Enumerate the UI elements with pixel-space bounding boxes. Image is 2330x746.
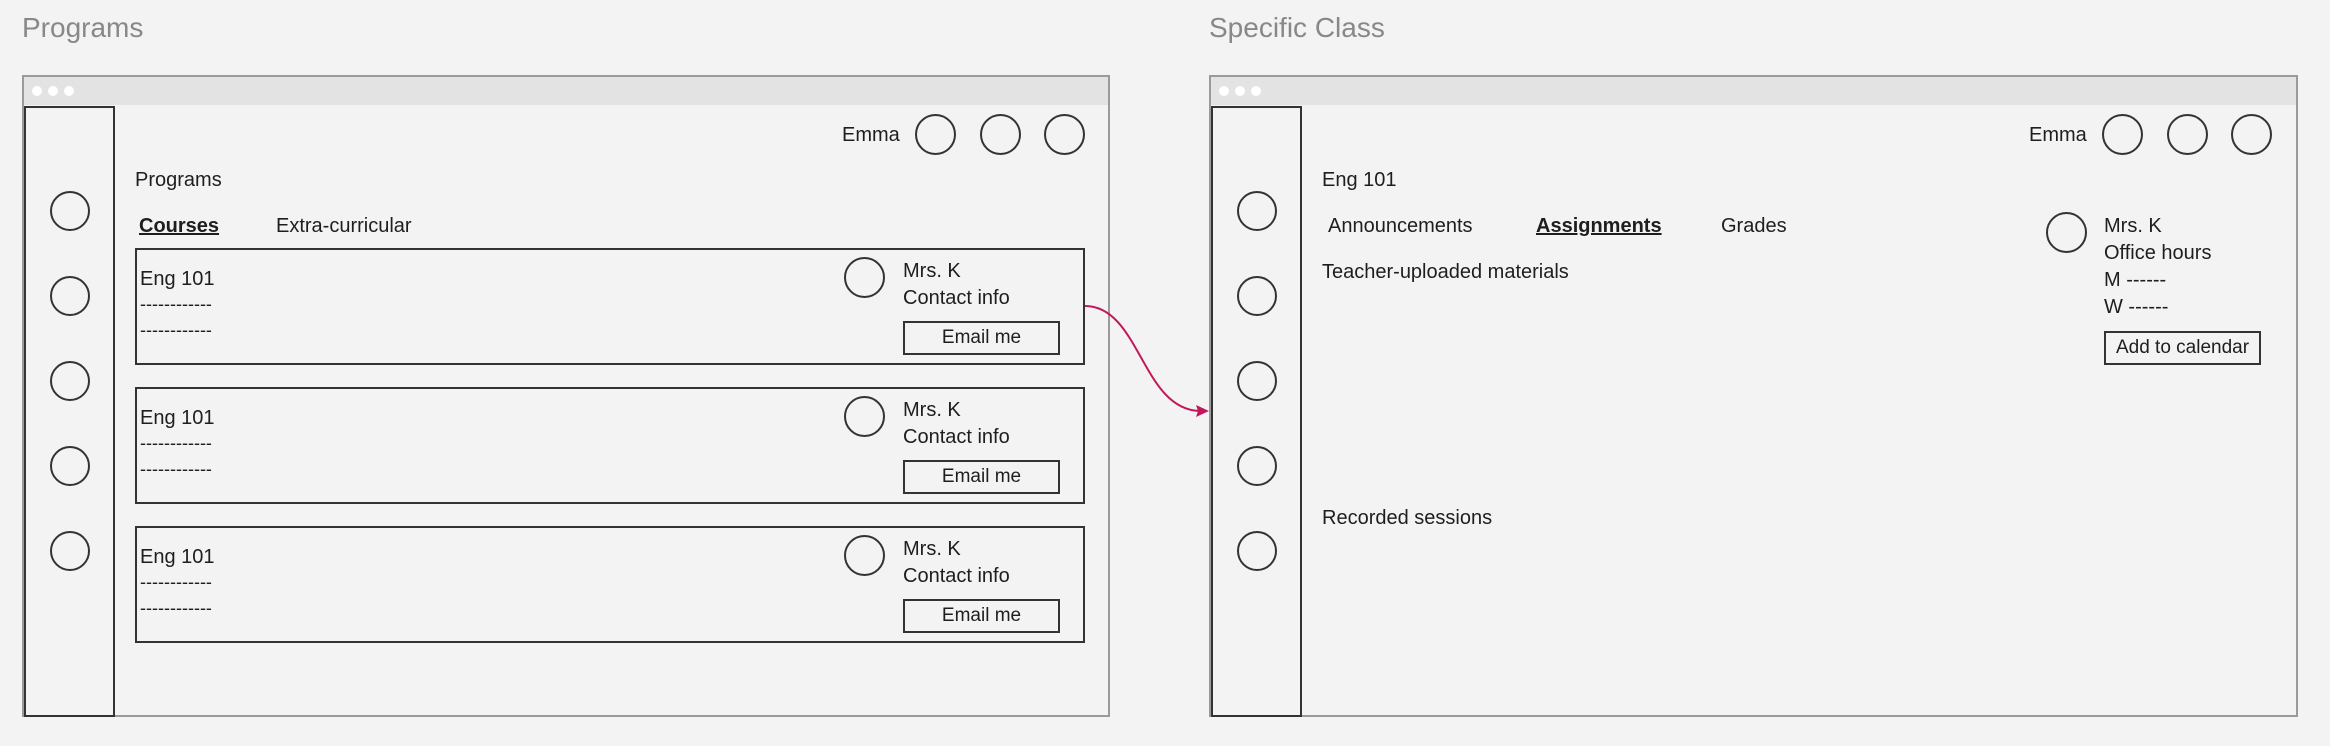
page-title: Eng 101 bbox=[1322, 169, 1397, 191]
window-dot-icon bbox=[1251, 86, 1261, 96]
contact-info: Contact info bbox=[903, 565, 1010, 587]
sidebar-nav-icon[interactable] bbox=[50, 531, 90, 571]
office-hours-label: Office hours bbox=[2104, 242, 2212, 264]
window-dot-icon bbox=[1235, 86, 1245, 96]
header-circle-icon[interactable] bbox=[2102, 114, 2143, 155]
email-me-button[interactable]: Email me bbox=[903, 460, 1060, 494]
sidebar bbox=[24, 106, 115, 717]
course-detail-line: ------------ bbox=[140, 459, 212, 479]
page-title: Programs bbox=[135, 169, 222, 191]
office-hours-monday: M ------ bbox=[2104, 269, 2167, 291]
section-title-specific-class: Specific Class bbox=[1209, 12, 1385, 43]
email-me-button[interactable]: Email me bbox=[903, 599, 1060, 633]
header-circle-icon[interactable] bbox=[2167, 114, 2208, 155]
course-card[interactable]: Eng 101 ------------ ------------ Mrs. K… bbox=[135, 387, 1085, 504]
teacher-name: Mrs. K bbox=[2104, 215, 2162, 237]
tab-announcements[interactable]: Announcements bbox=[1328, 215, 1473, 237]
sidebar-nav-icon[interactable] bbox=[1237, 446, 1277, 486]
teacher-name: Mrs. K bbox=[903, 538, 961, 560]
user-name: Emma bbox=[842, 124, 900, 146]
header-circle-icon[interactable] bbox=[980, 114, 1021, 155]
teacher-name: Mrs. K bbox=[903, 399, 961, 421]
course-detail-line: ------------ bbox=[140, 294, 212, 314]
tab-courses[interactable]: Courses bbox=[139, 215, 220, 237]
teacher-avatar-icon bbox=[844, 535, 885, 576]
sidebar-nav-icon[interactable] bbox=[50, 361, 90, 401]
tab-extra-curricular[interactable]: Extra-curricular bbox=[276, 215, 412, 237]
teacher-avatar-icon bbox=[844, 396, 885, 437]
connector-line bbox=[1084, 305, 1201, 412]
office-hours-wednesday: W ------ bbox=[2104, 296, 2169, 318]
window-dot-icon bbox=[1219, 86, 1229, 96]
course-name: Eng 101 bbox=[140, 407, 215, 429]
contact-info: Contact info bbox=[903, 426, 1010, 448]
course-detail-line: ------------ bbox=[140, 572, 212, 592]
add-to-calendar-button[interactable]: Add to calendar bbox=[2104, 331, 2261, 365]
tab-assignments[interactable]: Assignments bbox=[1536, 215, 1662, 237]
course-detail-line: ------------ bbox=[140, 598, 212, 618]
sidebar bbox=[1211, 106, 1302, 717]
sidebar-nav-icon[interactable] bbox=[1237, 276, 1277, 316]
section-title-programs: Programs bbox=[22, 12, 144, 43]
tab-grades[interactable]: Grades bbox=[1721, 215, 1787, 237]
specific-class-window: Emma Eng 101 Announcements Assignments G… bbox=[1209, 75, 2298, 717]
course-name: Eng 101 bbox=[140, 268, 215, 290]
teacher-name: Mrs. K bbox=[903, 260, 961, 282]
sidebar-nav-icon[interactable] bbox=[50, 276, 90, 316]
recorded-sessions-label: Recorded sessions bbox=[1322, 507, 1493, 529]
header-circle-icon[interactable] bbox=[1044, 114, 1085, 155]
sidebar-nav-icon[interactable] bbox=[50, 446, 90, 486]
window-dot-icon bbox=[48, 86, 58, 96]
teacher-avatar-icon bbox=[2046, 212, 2087, 253]
course-card[interactable]: Eng 101 ------------ ------------ Mrs. K… bbox=[135, 526, 1085, 643]
sidebar-nav-icon[interactable] bbox=[1237, 191, 1277, 231]
teacher-avatar-icon bbox=[844, 257, 885, 298]
contact-info: Contact info bbox=[903, 287, 1010, 309]
teacher-materials-label: Teacher-uploaded materials bbox=[1322, 261, 1569, 283]
course-card[interactable]: Eng 101 ------------ ------------ Mrs. K… bbox=[135, 248, 1085, 365]
user-name: Emma bbox=[2029, 124, 2087, 146]
course-detail-line: ------------ bbox=[140, 320, 212, 340]
sidebar-nav-icon[interactable] bbox=[50, 191, 90, 231]
window-dot-icon bbox=[32, 86, 42, 96]
course-detail-line: ------------ bbox=[140, 433, 212, 453]
header-circle-icon[interactable] bbox=[2231, 114, 2272, 155]
window-dot-icon bbox=[64, 86, 74, 96]
programs-window: Emma Programs Courses Extra-curricular E… bbox=[22, 75, 1110, 717]
window-title-bar bbox=[24, 77, 1108, 105]
course-name: Eng 101 bbox=[140, 546, 215, 568]
connector-arrowhead-icon bbox=[1196, 405, 1209, 417]
header-circle-icon[interactable] bbox=[915, 114, 956, 155]
window-title-bar bbox=[1211, 77, 2296, 105]
email-me-button[interactable]: Email me bbox=[903, 321, 1060, 355]
sidebar-nav-icon[interactable] bbox=[1237, 361, 1277, 401]
sidebar-nav-icon[interactable] bbox=[1237, 531, 1277, 571]
